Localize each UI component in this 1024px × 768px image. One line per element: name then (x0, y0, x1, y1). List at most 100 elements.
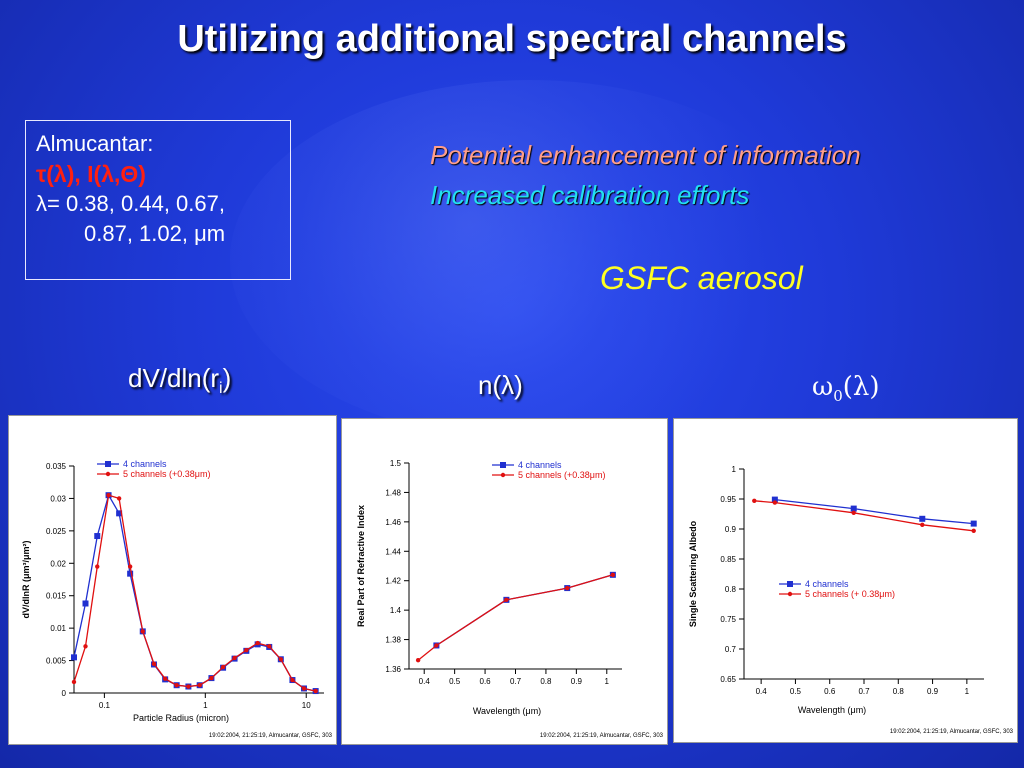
data-point-five-channels (127, 564, 133, 569)
data-point-five-channels (415, 657, 421, 663)
data-point-five-channels (71, 679, 77, 685)
y-tick-label: 0 (62, 689, 67, 698)
data-point-five-channels (255, 640, 260, 646)
data-point-four-channels (771, 496, 778, 503)
x-tick-label: 0.4 (419, 677, 431, 686)
y-tick-label: 1.36 (385, 665, 401, 674)
data-point-four-channels (127, 570, 134, 577)
y-tick-label: 1.44 (385, 547, 401, 556)
x-tick-label: 0.9 (927, 687, 939, 696)
y-axis-label: Real Part of Refractive Index (356, 505, 366, 627)
legend-label: 5 channels (+0.38μm) (123, 469, 210, 479)
label-albedo-end: (λ) (842, 372, 880, 402)
series-line-five-channels (417, 574, 614, 661)
legend-marker (500, 472, 506, 478)
data-point-four-channels (94, 533, 101, 540)
x-tick-label: 0.5 (790, 687, 802, 696)
data-point-five-channels (971, 528, 976, 533)
legend-marker (787, 591, 793, 597)
x-tick-label: 0.8 (893, 687, 905, 696)
data-point-five-channels (95, 564, 100, 569)
y-tick-label: 1 (732, 465, 737, 474)
data-point-five-channels (209, 675, 214, 681)
label-albedo-main: ω (812, 372, 834, 402)
x-tick-label: 0.1 (99, 701, 111, 710)
note-calibration: Increased calibration efforts (430, 180, 750, 210)
y-tick-label: 1.46 (385, 518, 401, 527)
y-axis-label: Single Scattering Albedo (688, 520, 698, 627)
data-point-five-channels (772, 500, 778, 505)
chart-single-scattering-albedo: 0.65 0.7 0.75 0.8 0.85 0.9 0.95 1 0.4 0.5 0.6 0.7 0.… (688, 465, 1014, 735)
data-point-five-channels (162, 676, 168, 681)
y-tick-label: 0.02 (50, 559, 66, 568)
y-tick-label: 0.7 (725, 645, 737, 654)
data-point-five-channels (232, 655, 237, 661)
globe-watermark (230, 80, 830, 440)
legend-label: 4 channels (805, 579, 849, 589)
legend-marker (105, 471, 111, 477)
x-tick-label: 10 (302, 701, 311, 710)
note-potential: Potential enhancement of information (430, 140, 861, 170)
data-point-five-channels (220, 664, 226, 670)
x-tick-label: 1 (965, 687, 970, 696)
y-tick-label: 0.005 (46, 657, 67, 666)
data-point-four-channels (850, 505, 857, 512)
y-tick-label: 0.65 (720, 675, 736, 684)
label-albedo-sub: 0 (833, 387, 843, 406)
label-size-distribution: dV/dln(ri) (128, 363, 231, 398)
data-point-five-channels (197, 683, 202, 688)
legend-marker (787, 581, 793, 587)
series-line-five-channels (754, 500, 974, 532)
label-size-end: ) (222, 363, 232, 393)
x-tick-label: 1 (605, 677, 610, 686)
y-tick-label: 0.015 (46, 592, 67, 601)
series-line-five-channels (73, 494, 316, 692)
series-line-four-channels (774, 498, 974, 525)
label-size-sub: i (219, 380, 223, 398)
chart-size-distribution: 0 0.005 0.01 0.015 0.02 0.025 0.03 0.035 0.1 1 10 P… (21, 459, 333, 739)
legend-marker (105, 461, 111, 467)
data-point-four-channels (71, 654, 77, 661)
y-tick-label: 0.95 (720, 495, 736, 504)
data-point-five-channels (83, 644, 88, 649)
chart-footer: 19:02:2004, 21:25:19, Almucantar, GSFC, … (890, 729, 1014, 735)
data-point-five-channels (920, 522, 925, 527)
data-point-five-channels (313, 688, 318, 694)
legend-label: 4 channels (518, 460, 562, 470)
data-point-five-channels (504, 597, 509, 603)
y-tick-label: 0.8 (725, 585, 737, 594)
x-axis-label: Particle Radius (micron) (133, 713, 229, 723)
x-tick-label: 0.4 (756, 687, 768, 696)
legend-label: 5 channels (+ 0.38μm) (805, 589, 895, 599)
x-axis-label: Wavelength (μm) (798, 705, 866, 715)
y-tick-label: 1.42 (385, 577, 401, 586)
y-axis-label: dV/dlnR (μm³/μm²) (21, 540, 31, 618)
y-tick-label: 1.48 (385, 488, 401, 497)
chart-footer: 19:02:2004, 21:25:19, Almucantar, GSFC, … (540, 733, 664, 739)
data-point-five-channels (106, 492, 111, 498)
almucantar-quantities: τ(λ), I(λ,Θ) (36, 161, 146, 187)
x-tick-label: 0.6 (480, 677, 492, 686)
x-tick-label: 0.6 (824, 687, 836, 696)
data-point-five-channels (278, 657, 284, 662)
legend-marker (500, 462, 506, 468)
data-point-four-channels (970, 520, 977, 527)
y-tick-label: 0.01 (50, 624, 66, 633)
label-size-main: dV/dln(r (128, 363, 220, 393)
note-gsfc: GSFC aerosol (600, 260, 803, 296)
x-tick-label: 1 (203, 701, 208, 710)
label-albedo: ω0(λ) (812, 372, 880, 405)
slide-title: Utilizing additional spectral channels (177, 18, 847, 60)
almucantar-wavelengths-2: 0.87, 1.02, μm (84, 221, 226, 246)
y-tick-label: 0.035 (46, 462, 67, 471)
data-point-five-channels (174, 683, 179, 688)
data-point-five-channels (151, 661, 157, 667)
y-tick-label: 1.38 (385, 636, 401, 645)
y-tick-label: 0.85 (720, 555, 736, 564)
label-refractive-index: n(λ) (478, 370, 523, 400)
data-point-five-channels (565, 585, 570, 591)
y-tick-label: 0.03 (50, 494, 66, 503)
legend-label: 5 channels (+0.38μm) (518, 470, 605, 480)
almucantar-wavelengths-1: λ= 0.38, 0.44, 0.67, (36, 191, 225, 216)
series-line-four-channels (436, 574, 614, 647)
